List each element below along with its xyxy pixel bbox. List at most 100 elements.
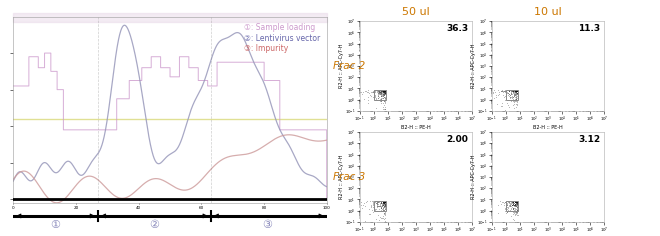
Point bbox=[378, 200, 389, 204]
Point bbox=[509, 203, 519, 207]
Point bbox=[371, 106, 381, 110]
X-axis label: B2-H :: PE-H: B2-H :: PE-H bbox=[533, 125, 563, 130]
Point bbox=[510, 200, 521, 204]
Point bbox=[379, 89, 389, 93]
Point bbox=[510, 89, 521, 93]
Point bbox=[510, 89, 521, 93]
Point bbox=[510, 200, 521, 203]
Point bbox=[510, 200, 521, 204]
Point bbox=[511, 200, 521, 204]
Point bbox=[510, 89, 521, 93]
Point bbox=[378, 89, 389, 93]
Point bbox=[378, 200, 388, 204]
Point bbox=[378, 89, 389, 93]
Point bbox=[379, 208, 389, 212]
Point bbox=[375, 92, 385, 96]
Point bbox=[498, 91, 508, 94]
Point bbox=[378, 200, 389, 204]
Point bbox=[512, 200, 522, 204]
Point bbox=[378, 89, 389, 93]
Point bbox=[375, 215, 385, 219]
Bar bbox=[506, 90, 517, 100]
Point bbox=[510, 200, 521, 204]
Point bbox=[378, 89, 389, 93]
Point bbox=[510, 89, 520, 93]
Point bbox=[510, 200, 521, 203]
Point bbox=[378, 200, 389, 203]
Point bbox=[498, 220, 509, 224]
Point bbox=[512, 200, 522, 204]
Point bbox=[509, 99, 519, 103]
Point bbox=[379, 89, 389, 93]
Point bbox=[500, 93, 511, 97]
Point bbox=[508, 200, 518, 204]
Point bbox=[378, 89, 389, 93]
Point bbox=[378, 200, 389, 204]
Point bbox=[379, 200, 389, 204]
Point bbox=[511, 89, 521, 93]
Point bbox=[510, 89, 521, 93]
Point bbox=[510, 200, 521, 204]
Point bbox=[379, 201, 390, 205]
Point bbox=[378, 89, 389, 93]
Point bbox=[379, 200, 390, 204]
Point bbox=[376, 200, 387, 203]
Point bbox=[511, 89, 521, 93]
Point bbox=[378, 200, 388, 204]
Point bbox=[378, 89, 389, 93]
Point bbox=[378, 89, 389, 93]
Point bbox=[510, 200, 520, 204]
Point bbox=[510, 200, 521, 204]
Y-axis label: R2-H :: APC-Cy7-H: R2-H :: APC-Cy7-H bbox=[339, 155, 344, 199]
Point bbox=[511, 200, 521, 204]
Point bbox=[510, 89, 521, 93]
Point bbox=[511, 89, 521, 93]
Point bbox=[378, 200, 389, 204]
Point bbox=[370, 89, 380, 93]
Point bbox=[378, 89, 389, 93]
Point bbox=[511, 89, 521, 93]
Point bbox=[379, 200, 389, 204]
Point bbox=[379, 200, 389, 204]
Point bbox=[378, 89, 388, 93]
Point bbox=[511, 200, 521, 204]
Point bbox=[378, 200, 389, 204]
Point bbox=[378, 89, 389, 93]
Text: ①: ① bbox=[51, 220, 61, 230]
Point bbox=[379, 200, 389, 204]
Point bbox=[379, 89, 389, 93]
Point bbox=[378, 200, 389, 204]
Point bbox=[371, 217, 381, 221]
Point bbox=[378, 89, 389, 93]
Point bbox=[378, 200, 389, 204]
Point bbox=[494, 199, 505, 203]
Point bbox=[378, 200, 389, 204]
Point bbox=[378, 200, 389, 204]
Point bbox=[510, 208, 520, 212]
Point bbox=[378, 200, 388, 204]
Point bbox=[379, 200, 390, 204]
Point bbox=[510, 200, 521, 204]
Point bbox=[379, 208, 390, 212]
Point bbox=[508, 217, 519, 221]
Point bbox=[511, 200, 521, 204]
Point bbox=[372, 202, 382, 206]
Point bbox=[512, 200, 522, 203]
Point bbox=[378, 200, 389, 204]
Point bbox=[379, 89, 389, 93]
Point bbox=[378, 206, 388, 210]
Point bbox=[378, 200, 389, 204]
Point bbox=[378, 89, 389, 93]
Point bbox=[511, 200, 521, 204]
Point bbox=[374, 95, 385, 99]
Point bbox=[379, 200, 389, 204]
Point bbox=[378, 89, 389, 93]
Point bbox=[511, 89, 521, 93]
Point bbox=[370, 94, 380, 98]
Point bbox=[511, 89, 521, 93]
Point bbox=[378, 89, 389, 93]
Point bbox=[510, 200, 521, 204]
Point bbox=[378, 200, 389, 204]
Point bbox=[378, 89, 389, 93]
Point bbox=[378, 89, 389, 93]
